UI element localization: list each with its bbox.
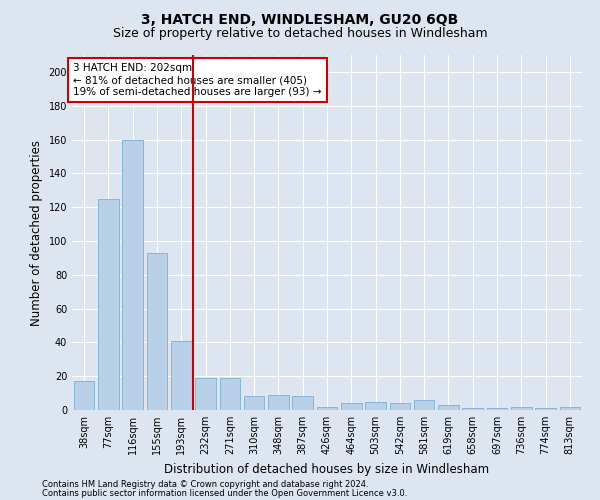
Bar	[98, 198, 119, 410]
Bar	[244, 396, 265, 410]
Bar	[122, 140, 143, 410]
Bar	[560, 406, 580, 410]
Bar	[317, 406, 337, 410]
Bar	[535, 408, 556, 410]
Y-axis label: Number of detached properties: Number of detached properties	[30, 140, 43, 326]
Bar	[414, 400, 434, 410]
X-axis label: Distribution of detached houses by size in Windlesham: Distribution of detached houses by size …	[164, 462, 490, 475]
Bar	[195, 378, 216, 410]
Bar	[220, 378, 240, 410]
Bar	[511, 406, 532, 410]
Bar	[438, 405, 459, 410]
Bar	[171, 340, 191, 410]
Text: Size of property relative to detached houses in Windlesham: Size of property relative to detached ho…	[113, 28, 487, 40]
Bar	[74, 382, 94, 410]
Bar	[268, 395, 289, 410]
Bar	[146, 253, 167, 410]
Bar	[463, 408, 483, 410]
Bar	[292, 396, 313, 410]
Bar	[365, 402, 386, 410]
Bar	[341, 403, 362, 410]
Text: Contains HM Land Registry data © Crown copyright and database right 2024.: Contains HM Land Registry data © Crown c…	[42, 480, 368, 489]
Text: Contains public sector information licensed under the Open Government Licence v3: Contains public sector information licen…	[42, 488, 407, 498]
Text: 3, HATCH END, WINDLESHAM, GU20 6QB: 3, HATCH END, WINDLESHAM, GU20 6QB	[142, 12, 458, 26]
Bar	[487, 408, 508, 410]
Bar	[389, 403, 410, 410]
Text: 3 HATCH END: 202sqm
← 81% of detached houses are smaller (405)
19% of semi-detac: 3 HATCH END: 202sqm ← 81% of detached ho…	[73, 64, 322, 96]
